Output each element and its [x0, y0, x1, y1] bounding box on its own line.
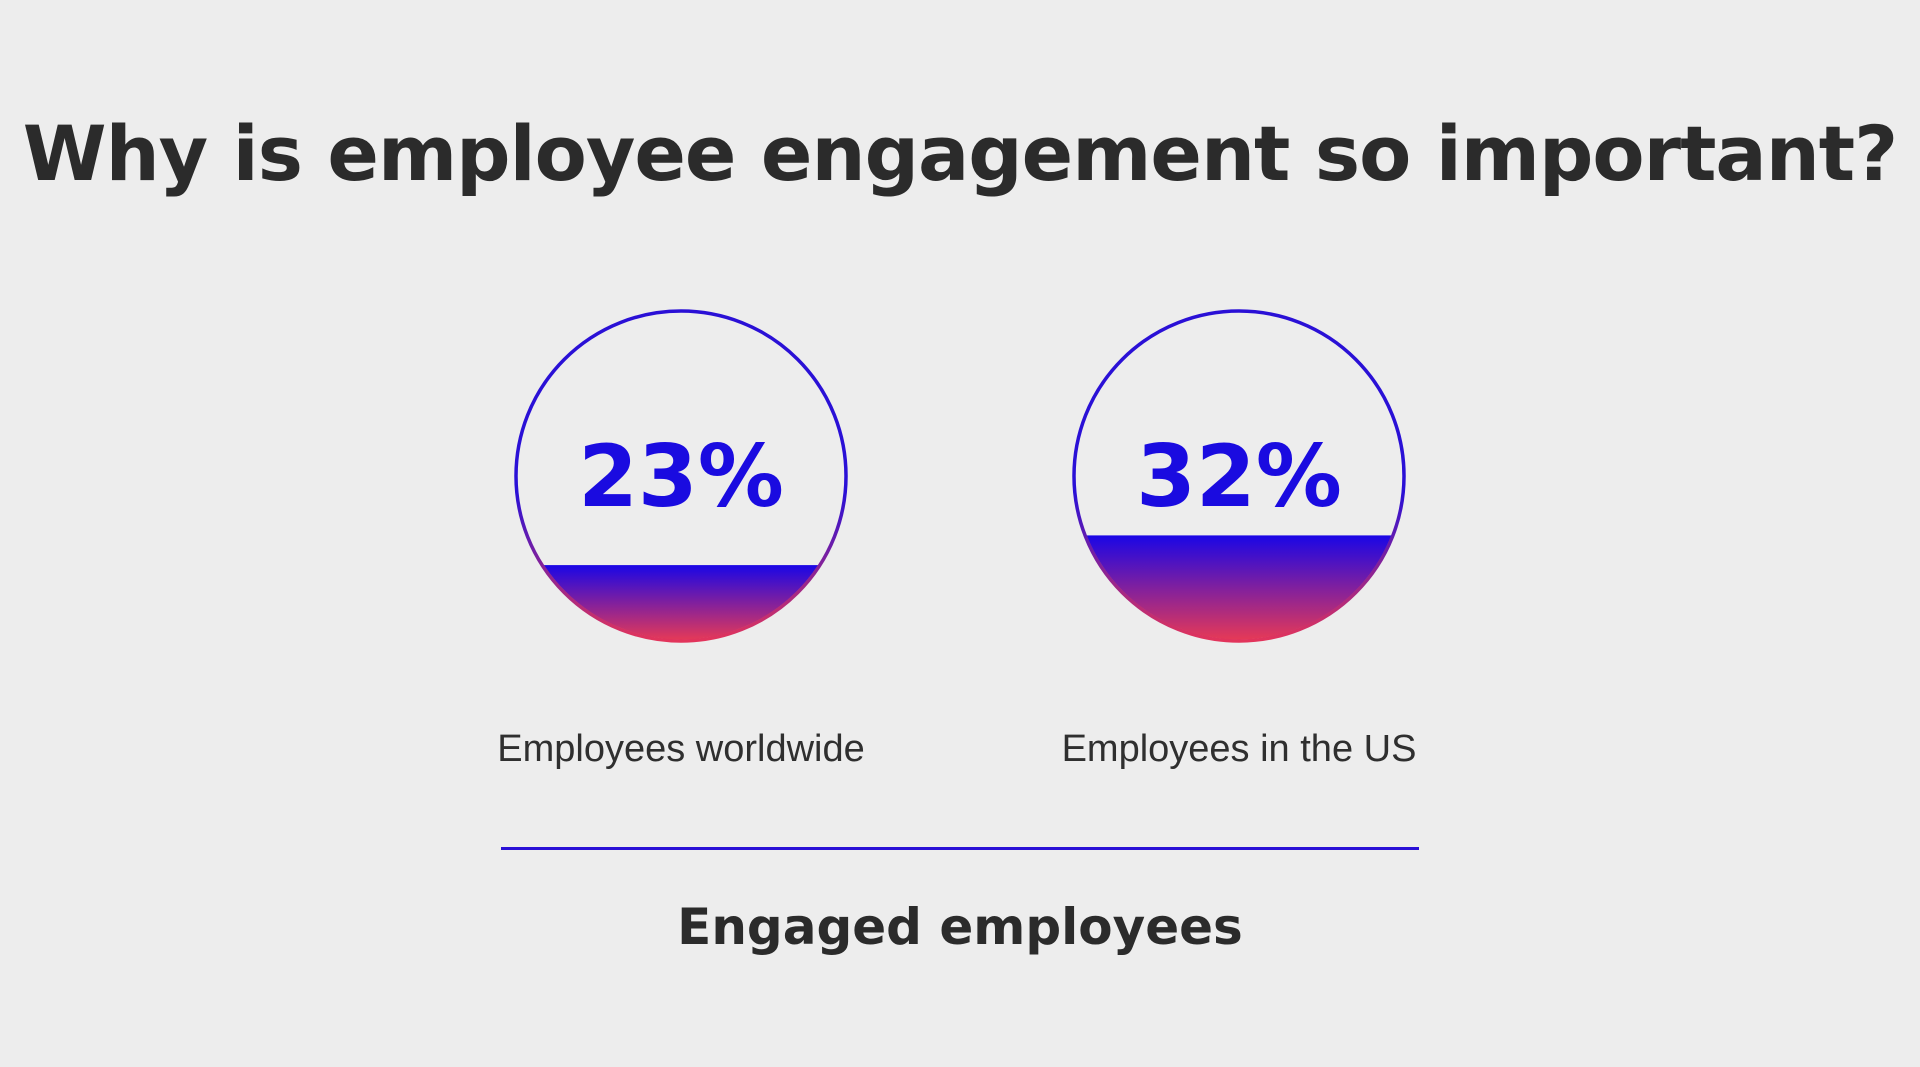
gauge-ring-1	[1072, 309, 1406, 643]
category-label: Engaged employees	[677, 898, 1243, 956]
gauge-label-worldwide: Employees worldwide	[497, 728, 865, 770]
gauge-label-us: Employees in the US	[1061, 728, 1417, 770]
gauge-value-0: 23%	[578, 427, 784, 527]
page-title: Why is employee engagement so important?	[22, 109, 1898, 198]
gauge-fill-0	[517, 565, 845, 640]
divider-line	[501, 847, 1419, 850]
gauge-value-1: 32%	[1136, 427, 1342, 527]
gauge-fill-1	[1075, 535, 1403, 640]
gauge-ring-0	[514, 309, 848, 643]
